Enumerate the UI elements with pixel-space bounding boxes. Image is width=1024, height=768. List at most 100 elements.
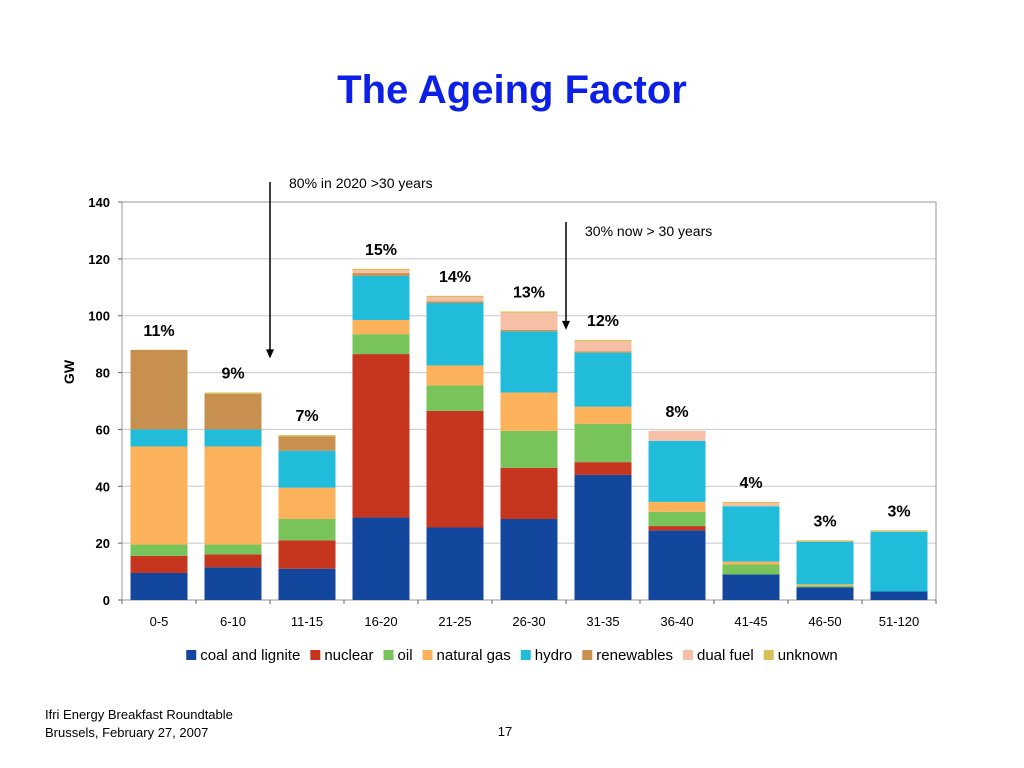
bar-segment-unknown	[352, 268, 410, 271]
bar-segment-nuclear	[352, 354, 410, 518]
bar-segment-oil	[796, 585, 854, 588]
bar-segment-unknown	[500, 311, 558, 313]
bar-segment-oil	[352, 334, 410, 355]
chart-bars	[130, 268, 928, 600]
bar-segment-nuclear	[130, 555, 188, 573]
x-tick-label: 0-5	[150, 614, 169, 629]
bar-segment-coal-and-lignite	[130, 572, 188, 600]
page-number: 17	[497, 724, 513, 739]
bar-segment-renewables	[130, 349, 188, 430]
bar-segment-natural-gas	[278, 487, 336, 519]
y-tick-label: 100	[88, 309, 110, 324]
bar-segment-hydro	[352, 275, 410, 320]
bar-segment-nuclear	[426, 410, 484, 528]
legend-swatch	[422, 650, 433, 660]
data-label: 15%	[365, 242, 397, 259]
bar-segment-coal-and-lignite	[426, 527, 484, 600]
x-tick-label: 21-25	[438, 614, 471, 629]
x-axis-ticks: 0-5 6-10 11-15 16-20 21-25 26-30 31-35 36-40 41-…	[121, 600, 937, 629]
legend-swatch	[310, 650, 321, 660]
legend-label: renewables	[596, 647, 673, 664]
annotation-arrow-head	[266, 349, 274, 359]
legend-label: nuclear	[324, 647, 373, 664]
footer: Ifri Energy Breakfast Roundtable Brussel…	[45, 706, 233, 742]
bar-segment-dual-fuel	[500, 312, 558, 330]
bar-segment-renewables	[204, 393, 262, 430]
bar-segment-natural-gas	[574, 406, 632, 424]
y-axis-ticks: 0 20 40 60 80 100 120 140	[88, 195, 122, 608]
bar-segment-dual-fuel	[648, 430, 706, 441]
x-tick-label: 11-15	[291, 614, 323, 629]
legend-label: coal and lignite	[200, 647, 300, 664]
bar-segment-unknown	[426, 295, 484, 298]
footer-date: Brussels, February 27, 2007	[45, 725, 209, 740]
bar-segment-hydro	[722, 506, 780, 562]
bar-segment-coal-and-lignite	[796, 587, 854, 600]
x-tick-label: 51-120	[879, 614, 919, 629]
bar-segment-hydro	[500, 331, 558, 393]
bar-segment-nuclear	[204, 554, 262, 568]
bar-segment-oil	[574, 423, 632, 463]
bar-segment-oil	[722, 564, 780, 575]
data-label: 3%	[813, 513, 836, 530]
y-tick-label: 60	[96, 422, 110, 437]
y-tick-label: 80	[96, 366, 110, 381]
x-tick-label: 36-40	[660, 614, 693, 629]
bar-segment-coal-and-lignite	[204, 567, 262, 600]
y-tick-label: 120	[88, 252, 110, 267]
bar-segment-dual-fuel	[352, 270, 410, 274]
data-label: 14%	[439, 269, 471, 286]
bar-segment-natural-gas	[722, 561, 780, 565]
bar-segment-natural-gas	[426, 365, 484, 386]
legend-swatch	[683, 650, 693, 660]
data-label: 11%	[143, 323, 174, 340]
bar-segment-coal-and-lignite	[722, 574, 780, 600]
slide-title: The Ageing Factor	[337, 68, 687, 112]
x-tick-label: 41-45	[734, 614, 767, 629]
y-tick-label: 20	[96, 536, 110, 551]
bar-segment-renewables	[352, 273, 410, 276]
bar-segment-oil	[204, 544, 262, 555]
legend-swatch	[383, 650, 394, 660]
data-label: 12%	[587, 313, 619, 330]
x-tick-label: 26-30	[512, 614, 545, 629]
legend-swatch	[582, 650, 593, 660]
bar-segment-hydro	[648, 440, 706, 502]
bar-segment-renewables	[278, 436, 336, 451]
chart-legend: coal and lignite nuclear oil natural gas hyd…	[186, 647, 838, 664]
bar-segment-unknown	[574, 339, 632, 342]
bar-segment-renewables	[426, 301, 484, 303]
bar-segment-coal-and-lignite	[278, 568, 336, 600]
bar-segment-natural-gas	[500, 392, 558, 431]
legend-label: dual fuel	[697, 647, 754, 664]
bar-segment-natural-gas	[352, 319, 410, 335]
bar-segment-oil	[278, 518, 336, 541]
y-tick-label: 140	[88, 195, 110, 210]
legend-label: oil	[398, 647, 413, 664]
bar-segment-unknown	[204, 392, 262, 394]
bar-segment-nuclear	[500, 467, 558, 519]
data-label: 3%	[887, 503, 910, 520]
bar-segment-dual-fuel	[574, 341, 632, 352]
legend-swatch	[186, 650, 197, 660]
bar-segment-natural-gas	[796, 584, 854, 586]
data-label: 13%	[513, 284, 545, 301]
bar-segment-oil	[130, 544, 188, 556]
legend-label: unknown	[778, 647, 838, 664]
legend-label: hydro	[535, 647, 573, 664]
bar-segment-coal-and-lignite	[500, 518, 558, 600]
x-tick-label: 31-35	[586, 614, 619, 629]
x-tick-label: 16-20	[364, 614, 397, 629]
bar-segment-renewables	[574, 351, 632, 353]
bar-segment-oil	[426, 385, 484, 411]
bar-segment-oil	[500, 430, 558, 468]
bar-segment-unknown	[796, 540, 854, 542]
bar-segment-hydro	[796, 541, 854, 585]
x-tick-label: 6-10	[220, 614, 246, 629]
legend-swatch	[763, 650, 774, 660]
x-tick-label: 46-50	[808, 614, 841, 629]
data-label: 7%	[295, 408, 318, 425]
data-label: 8%	[665, 404, 688, 421]
footer-event: Ifri Energy Breakfast Roundtable	[45, 707, 233, 722]
bar-segment-hydro	[204, 429, 262, 447]
